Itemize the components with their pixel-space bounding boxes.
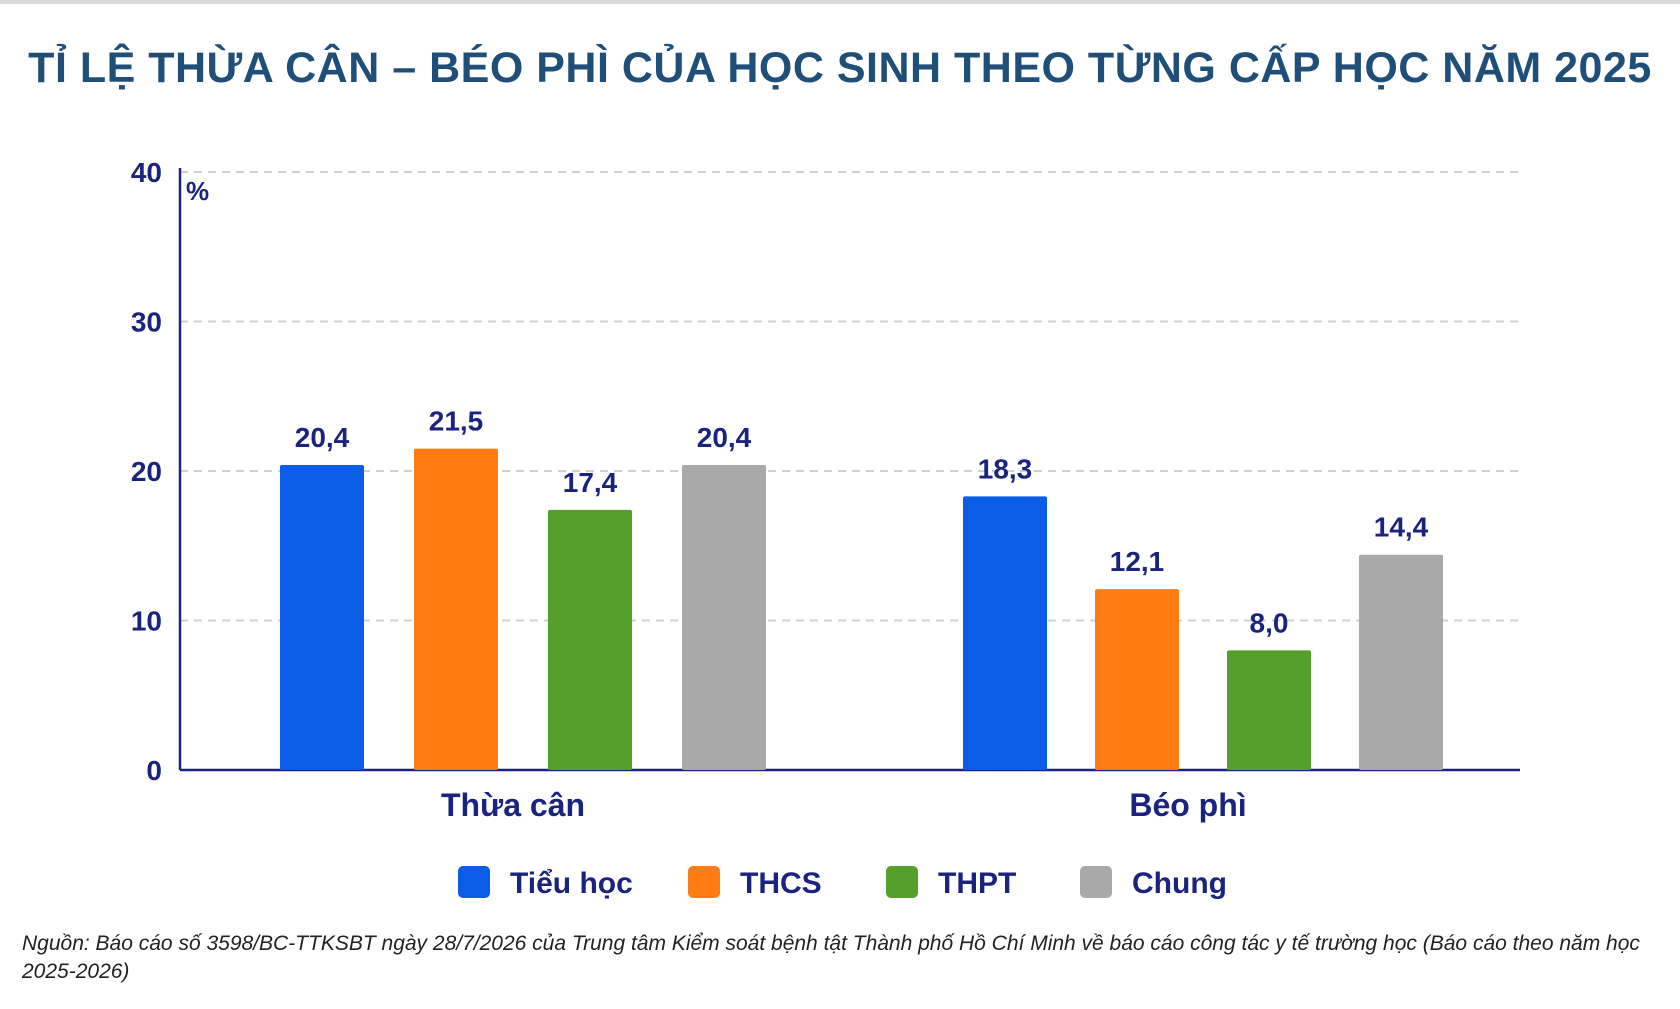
data-label-0-0: 20,4	[295, 422, 350, 453]
data-label-0-1: 21,5	[429, 406, 484, 437]
bar-1-0	[963, 496, 1047, 770]
data-label-1-3: 14,4	[1374, 512, 1429, 543]
legend-swatch-0	[458, 866, 490, 898]
bar-0-3	[682, 465, 766, 770]
bar-0-1	[414, 448, 498, 770]
legend-label-1: THCS	[740, 867, 822, 900]
source-note: Nguồn: Báo cáo số 3598/BC-TTKSBT ngày 28…	[22, 932, 1640, 983]
bar-chart: 0 10 20 30 40% 20,4 21,5 17,4 20,4 Thừa cân 18,3 12…	[131, 157, 1520, 900]
data-label-1-0: 18,3	[978, 453, 1033, 484]
y-tick-label-30: 30	[131, 307, 162, 338]
legend-swatch-2	[886, 866, 918, 898]
legend-swatch-1	[688, 866, 720, 898]
bar-0-0	[280, 465, 364, 770]
y-tick-label-40: 40	[131, 157, 162, 188]
data-label-1-2: 8,0	[1250, 607, 1289, 638]
top-rule	[0, 0, 1680, 4]
bar-1-1	[1095, 589, 1179, 770]
y-tick-label-0: 0	[146, 755, 162, 786]
bar-1-3	[1359, 554, 1443, 770]
data-label-0-2: 17,4	[563, 467, 618, 498]
legend-label-2: THPT	[938, 867, 1016, 900]
y-tick-label-10: 10	[131, 606, 162, 637]
category-label-1: Béo phì	[1129, 787, 1246, 823]
data-label-0-3: 20,4	[697, 422, 752, 453]
y-axis-unit: %	[186, 176, 209, 206]
chart-title: TỈ LỆ THỪA CÂN – BÉO PHÌ CỦA HỌC SINH TH…	[28, 44, 1652, 92]
bar-1-2	[1227, 650, 1311, 770]
category-label-0: Thừa cân	[441, 787, 585, 823]
legend-swatch-3	[1080, 866, 1112, 898]
data-label-1-1: 12,1	[1110, 546, 1165, 577]
legend-label-3: Chung	[1132, 867, 1227, 900]
bar-0-2	[548, 509, 632, 770]
legend-label-0: Tiểu học	[510, 867, 633, 900]
y-tick-label-20: 20	[131, 456, 162, 487]
